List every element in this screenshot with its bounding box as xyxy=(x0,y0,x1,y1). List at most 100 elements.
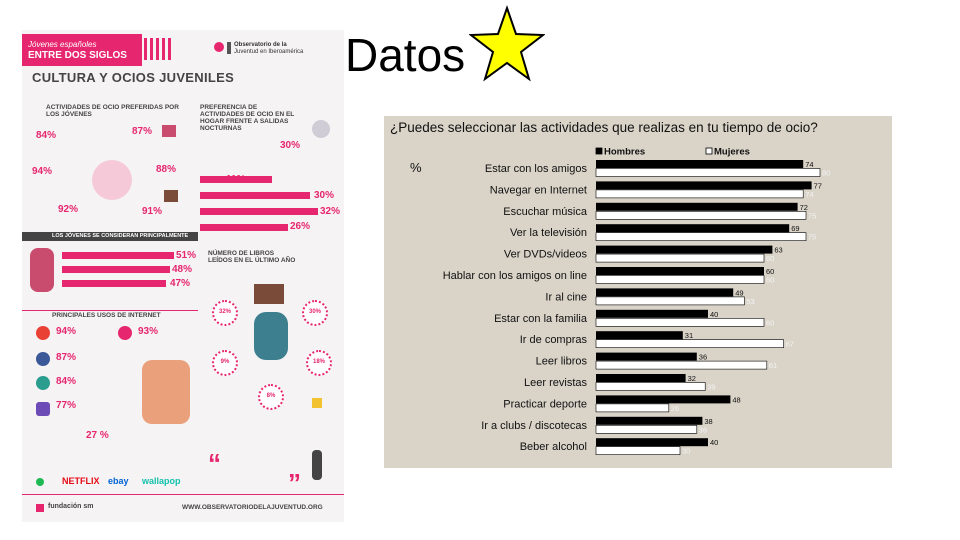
moon-icon xyxy=(312,120,330,138)
youtube-icon xyxy=(118,326,132,340)
sec2-pct-4: 32% xyxy=(320,206,341,217)
footer-rule xyxy=(22,494,344,495)
infographic-header-line1: Jóvenes españoles xyxy=(28,40,97,49)
netflix-logo: NETFLIX xyxy=(62,476,100,486)
data-label-hombres: 32 xyxy=(688,374,696,383)
logo-text-line2: Juventud en Iberoamérica xyxy=(234,49,304,55)
section-consider-title: LOS JÓVENES SE CONSIDERAN PRINCIPALMENTE xyxy=(52,233,189,239)
books-icon xyxy=(254,284,284,304)
person-icon xyxy=(92,160,132,200)
books-circle-5-label: 8% xyxy=(266,393,276,399)
bar-hombres xyxy=(596,202,798,211)
quote-open-icon: “ xyxy=(208,448,221,478)
legend-swatch-hombres xyxy=(595,147,603,155)
category-label: Estar con los amigos xyxy=(485,163,588,175)
data-label-hombres: 72 xyxy=(800,203,808,212)
reader-icon xyxy=(254,312,288,360)
data-label-hombres: 74 xyxy=(805,160,813,169)
bar-hombres xyxy=(596,288,734,297)
sec3-pct-2: 48% xyxy=(172,264,193,275)
data-label-mujeres: 30 xyxy=(682,447,690,456)
legend-label-hombres: Hombres xyxy=(604,147,645,158)
category-label: Navegar en Internet xyxy=(490,184,587,196)
footer-left: fundación sm xyxy=(48,503,94,510)
decorative-stripes xyxy=(144,38,172,60)
logo-text-line1: Observatorio de la xyxy=(234,42,287,48)
sec1-pct-6: 91% xyxy=(142,206,163,217)
data-label-mujeres: 53 xyxy=(746,297,754,306)
wallapop-logo: wallapop xyxy=(142,476,181,486)
category-label: Leer revistas xyxy=(524,377,587,389)
sec5-pct-5: 77% xyxy=(56,400,77,411)
category-label: Leer libros xyxy=(536,356,588,368)
books-circle-3-label: 9% xyxy=(220,359,230,365)
bar-mujeres xyxy=(595,168,821,177)
sec3-pct-1: 51% xyxy=(176,250,197,261)
data-label-hombres: 36 xyxy=(699,353,707,362)
bar-mujeres xyxy=(595,339,784,348)
footer-right: WWW.OBSERVATORIODELAJUVENTUD.ORG xyxy=(182,504,323,511)
sec2-pct-3: 30% xyxy=(314,190,335,201)
data-label-hombres: 31 xyxy=(685,331,693,340)
data-label-hombres: 49 xyxy=(735,288,743,297)
legend-label-mujeres: Mujeres xyxy=(714,147,750,158)
bar-hombres xyxy=(596,245,773,254)
books-circle-2-label: 30% xyxy=(308,309,321,315)
books-circle-4-label: 18% xyxy=(312,359,325,365)
sec5-pct-3: 87% xyxy=(56,352,77,363)
data-label-hombres: 77 xyxy=(814,181,822,190)
sec2-pct-1: 30% xyxy=(280,140,301,151)
category-label: Ver DVDs/videos xyxy=(504,249,588,261)
data-label-mujeres: 36 xyxy=(699,425,707,434)
sec3-rule xyxy=(22,232,198,241)
section-home-vs-night-title: PREFERENCIA DE ACTIVIDADES DE OCIO EN EL… xyxy=(200,104,295,132)
bar-hombres xyxy=(596,374,686,382)
data-label-mujeres: 74 xyxy=(805,190,813,199)
sec1-pct-1: 84% xyxy=(36,130,57,141)
bar-hombres xyxy=(596,224,790,233)
couple-icon xyxy=(30,248,54,292)
category-label: Hablar con los amigos on line xyxy=(443,270,587,282)
sec3-bar-2 xyxy=(62,266,170,273)
infographic-header-line3: CULTURA Y OCIOS JUVENILES xyxy=(32,70,235,85)
bar-hombres xyxy=(596,181,812,190)
sec2-bar-3 xyxy=(200,208,318,215)
facebook-icon xyxy=(36,352,50,366)
sec5-pct-1: 94% xyxy=(56,326,77,337)
data-label-hombres: 38 xyxy=(704,417,712,426)
video-icon xyxy=(36,402,50,416)
bar-mujeres xyxy=(595,403,670,413)
data-label-hombres: 40 xyxy=(710,310,718,319)
y-axis-label: % xyxy=(410,160,422,175)
sec5-rule xyxy=(22,310,198,311)
bar-hombres xyxy=(596,395,731,404)
bar-hombres xyxy=(596,352,697,361)
bar-hombres xyxy=(596,331,683,340)
bar-hombres xyxy=(596,309,708,318)
chart-panel: ¿Puedes seleccionar las actividades que … xyxy=(384,116,892,468)
slide-title: Datos xyxy=(345,29,466,81)
bar-hombres xyxy=(596,160,804,168)
observatorio-logo-bar xyxy=(227,42,231,54)
bar-mujeres xyxy=(595,189,804,199)
bar-mujeres xyxy=(595,211,807,220)
spotify-icon xyxy=(36,478,44,486)
data-label-mujeres: 39 xyxy=(707,383,715,392)
infographic-image: Jóvenes españoles ENTRE DOS SIGLOS CULTU… xyxy=(22,30,344,522)
section-internet-title: PRINCIPALES USOS DE INTERNET xyxy=(52,312,161,319)
books-circle-5: 8% xyxy=(258,384,284,410)
bar-mujeres xyxy=(595,424,698,434)
fundacion-sm-icon xyxy=(36,504,44,512)
sec2-bar-1 xyxy=(200,176,272,183)
tv-icon xyxy=(164,190,178,202)
category-label: Beber alcohol xyxy=(520,441,587,453)
data-label-hombres: 40 xyxy=(710,438,718,447)
bar-chart: % Hombres Mujeres Estar con los amigos 74 80 N… xyxy=(410,147,830,456)
star-icon xyxy=(469,4,545,82)
category-label: Ir a clubs / discotecas xyxy=(481,420,587,432)
sec3-bar-3 xyxy=(62,280,166,287)
sec2-pct-5: 26% xyxy=(290,221,311,232)
sec3-pct-3: 47% xyxy=(170,278,191,289)
data-label-mujeres: 61 xyxy=(769,361,777,370)
category-label: Practicar deporte xyxy=(503,398,587,410)
